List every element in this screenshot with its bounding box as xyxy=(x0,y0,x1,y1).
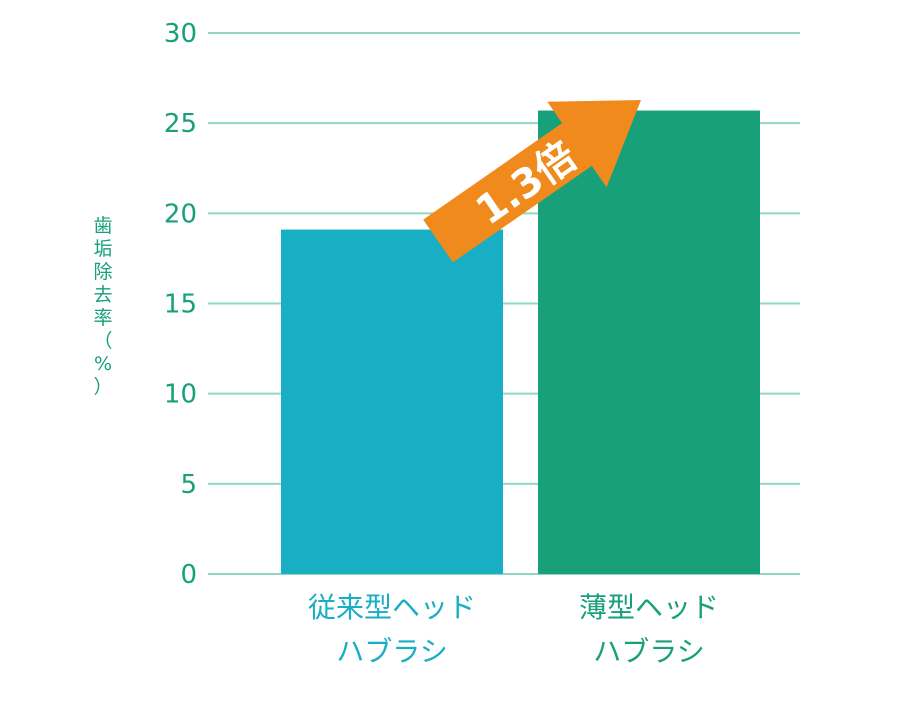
y-tick-label: 25 xyxy=(164,109,197,139)
y-tick-label: 5 xyxy=(180,470,197,500)
category-label: ハブラシ xyxy=(336,635,447,668)
y-axis-label-char: ） xyxy=(93,376,112,398)
y-axis-label-char: 歯 xyxy=(93,215,112,237)
y-tick-label: 10 xyxy=(164,380,197,410)
bar xyxy=(538,110,760,574)
y-axis-label-char: 去 xyxy=(93,284,112,306)
y-axis-label-char: 率 xyxy=(93,307,112,329)
bar xyxy=(281,229,503,574)
y-tick-label: 0 xyxy=(180,560,197,590)
arrow-shape xyxy=(423,100,641,263)
category-label: 従来型ヘッド xyxy=(308,591,476,624)
y-tick-label: 20 xyxy=(164,199,197,229)
y-axis-ticks: 0 5 10 15 20 25 30 xyxy=(164,19,197,590)
y-tick-label: 30 xyxy=(164,19,197,49)
bars xyxy=(281,110,760,574)
y-axis-label-char: % xyxy=(94,353,112,375)
y-axis-label-char: （ xyxy=(93,330,112,352)
y-tick-label: 15 xyxy=(164,290,197,320)
y-axis-label-char: 除 xyxy=(93,261,112,283)
category-label: ハブラシ xyxy=(593,635,704,668)
y-axis-label-char: 垢 xyxy=(93,238,112,260)
category-label: 薄型ヘッド xyxy=(579,591,719,624)
